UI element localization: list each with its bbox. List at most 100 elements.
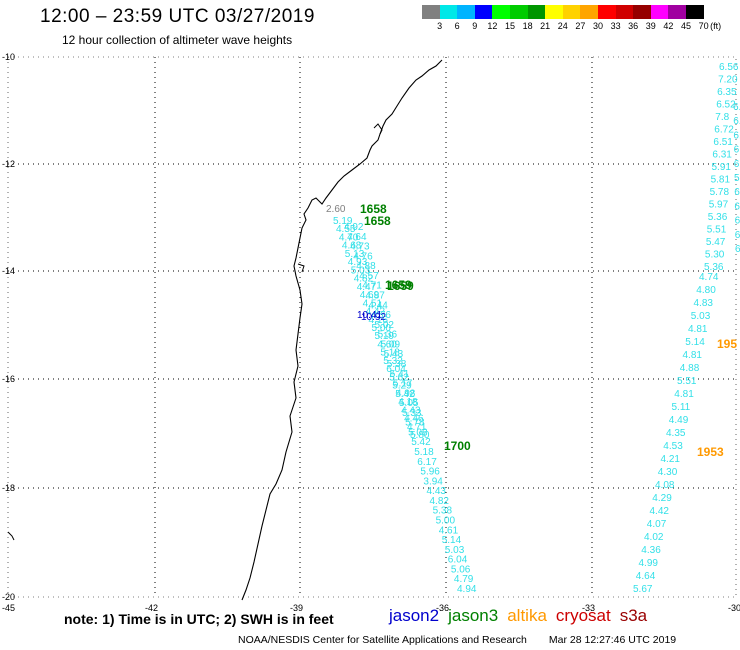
map-subtitle: 12 hour collection of altimeter wave hei…	[62, 33, 293, 47]
latitude-label: -14	[2, 266, 15, 276]
wave-height-colorbar	[422, 5, 704, 19]
wave-height-value: 5.11	[672, 402, 691, 413]
colorbar-swatch	[492, 5, 510, 19]
wave-height-value: 5.81	[711, 175, 731, 186]
latitude-label: -16	[2, 374, 15, 384]
wave-height-value: 4.83	[694, 298, 714, 309]
wave-height-value: 5.08	[408, 428, 428, 439]
altika-pass-time: 1953	[697, 445, 724, 459]
longitude-label: -42	[145, 603, 158, 613]
wave-height-value: 4.82	[354, 274, 374, 285]
wave-height-value: 4.42	[650, 506, 670, 517]
wave-height-value: 4.02	[644, 532, 664, 543]
colorbar-label: 39	[645, 21, 656, 31]
wave-height-value: 6.4	[733, 116, 740, 127]
wave-height-value: 4.49	[669, 415, 689, 426]
latitude-label: -12	[2, 159, 15, 169]
wave-height-value: 4.60	[377, 340, 397, 351]
wave-height-value: 4.93	[348, 257, 368, 268]
wave-height-value: 4.69	[360, 290, 380, 301]
wave-height-value: 5.62	[389, 372, 409, 383]
wave-height-value: 6.2	[734, 201, 740, 212]
coast-island	[373, 123, 383, 135]
jason2-value: 10.41	[357, 310, 382, 321]
wave-height-value: 5.32	[383, 356, 403, 367]
jason3-pass-time: 1658	[364, 214, 391, 228]
wave-height-value: 4.47	[357, 282, 377, 293]
wave-height-value: 4.87	[365, 291, 385, 302]
wave-height-value: 5.51	[707, 225, 727, 236]
wave-height-value: 4.30	[658, 467, 678, 478]
wave-height-value: 6.04	[386, 364, 406, 375]
colorbar-swatch	[633, 5, 651, 19]
colorbar-label: 70	[698, 21, 709, 31]
coast-island-2	[297, 263, 305, 273]
wave-height-value: 4.64	[347, 232, 367, 243]
wave-height-value: 4.46	[404, 414, 424, 425]
colorbar-swatch	[509, 5, 528, 19]
colorbar-label: 36	[628, 21, 639, 31]
wave-height-value: 4.88	[680, 363, 700, 374]
latitude-label: -10	[2, 52, 15, 62]
wave-height-value: 5.42	[411, 437, 431, 448]
wave-height-value: 6.51	[713, 137, 733, 148]
wave-height-value: 4.08	[655, 480, 675, 491]
credit-organization: NOAA/NESDIS Center for Satellite Applica…	[238, 634, 527, 646]
longitude-label: -45	[2, 603, 15, 613]
colorbar-swatch	[527, 5, 546, 19]
wave-height-value: 6.8	[733, 130, 740, 141]
colorbar-swatch	[422, 5, 440, 19]
wave-height-value: 6.5	[733, 102, 740, 113]
wave-height-value: 5.96	[420, 467, 440, 478]
wave-height-value: 4.73	[350, 242, 370, 253]
wave-height-value: 4.44	[368, 300, 388, 311]
wave-height-value: 4.88	[356, 261, 376, 272]
wave-height-value: 6.4	[735, 216, 740, 227]
coastline	[241, 59, 443, 601]
map-grid	[7, 56, 737, 598]
colorbar-swatch	[545, 5, 563, 19]
wave-height-value: 4.64	[636, 571, 656, 582]
wave-height-value: 4.92	[344, 222, 364, 233]
wave-height-value: 7.8	[715, 112, 729, 123]
wave-height-value: 5.47	[706, 237, 726, 248]
wave-height-value: 6.7	[735, 230, 740, 241]
wave-height-value: 2.60	[326, 204, 346, 215]
wave-height-value: 6.1	[734, 159, 740, 170]
longitude-label: -30	[728, 603, 740, 613]
wave-height-value: 5.36	[378, 330, 398, 341]
credit-line: NOAA/NESDIS Center for Satellite Applica…	[238, 634, 698, 646]
map-frame	[7, 56, 737, 598]
wave-height-value: 4.82	[430, 496, 450, 507]
wave-height-value: 5.03	[445, 545, 465, 556]
wave-height-value: 5.02	[375, 320, 395, 331]
wave-height-value: 4.71	[407, 422, 427, 433]
wave-height-value: 4.99	[639, 558, 659, 569]
colorbar-swatch	[562, 5, 581, 19]
wave-height-value: 4.79	[454, 574, 474, 585]
wave-height-value: 6.3	[735, 244, 740, 255]
wave-height-value: 5.19	[375, 331, 395, 342]
wave-height-value: 4.42	[366, 307, 386, 318]
legend-cryosat: cryosat	[555, 606, 611, 625]
wave-height-value: 5.18	[414, 447, 434, 458]
colorbar-label: 45	[680, 21, 692, 31]
colorbar-label: 24	[557, 21, 568, 31]
colorbar-swatch	[580, 5, 598, 19]
colorbar-label: 9	[472, 21, 478, 31]
wave-height-value: 4.51	[363, 298, 383, 309]
wave-height-value: 4.98	[396, 388, 416, 399]
latitude-label: -18	[2, 483, 15, 493]
colorbar-label: 12	[487, 21, 498, 31]
wave-height-value: 5.78	[405, 418, 425, 429]
colorbar-label: 27	[575, 21, 586, 31]
wave-height-value: 6.56	[719, 62, 739, 73]
wave-height-value: 6.31	[712, 150, 732, 161]
jason3-pass-time: 1700	[444, 439, 471, 453]
wave-height-value: 5.14	[442, 535, 462, 546]
wave-height-value: 4.18	[398, 397, 418, 408]
wave-height-value: 4.36	[641, 545, 661, 556]
wave-height-value: 6.17	[417, 457, 437, 468]
wave-height-value: 4.21	[661, 454, 681, 465]
wave-height-value: 4.16	[369, 315, 389, 326]
